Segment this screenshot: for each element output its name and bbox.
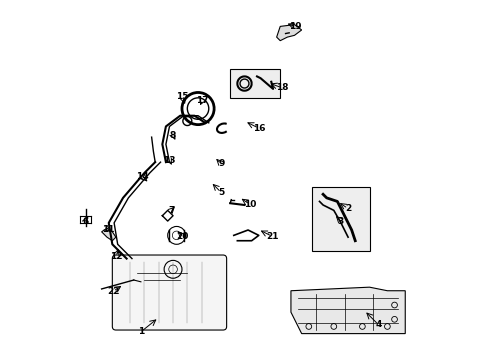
Text: 14: 14: [136, 172, 148, 181]
Text: 15: 15: [176, 91, 188, 100]
Text: 21: 21: [265, 232, 278, 241]
Polygon shape: [290, 287, 405, 334]
Text: 12: 12: [109, 252, 122, 261]
Text: 6: 6: [82, 217, 88, 226]
Text: 16: 16: [252, 124, 264, 133]
Polygon shape: [102, 228, 116, 241]
Polygon shape: [276, 24, 301, 41]
Text: 11: 11: [102, 225, 114, 234]
Text: 20: 20: [176, 232, 188, 241]
Text: 4: 4: [374, 320, 381, 329]
Bar: [230, 69, 280, 98]
FancyBboxPatch shape: [112, 255, 226, 330]
Text: 3: 3: [337, 217, 344, 226]
Text: 5: 5: [218, 188, 224, 197]
Text: 9: 9: [218, 159, 224, 168]
Text: 22: 22: [106, 287, 119, 296]
Text: 7: 7: [168, 206, 174, 215]
Bar: [312, 187, 369, 251]
Text: 1: 1: [138, 327, 144, 336]
Text: 18: 18: [275, 83, 287, 92]
Text: 17: 17: [196, 96, 208, 105]
Text: 19: 19: [289, 22, 301, 31]
Text: 8: 8: [170, 131, 176, 140]
Text: 10: 10: [243, 200, 256, 209]
Text: 2: 2: [344, 204, 350, 213]
Text: 13: 13: [163, 156, 175, 165]
